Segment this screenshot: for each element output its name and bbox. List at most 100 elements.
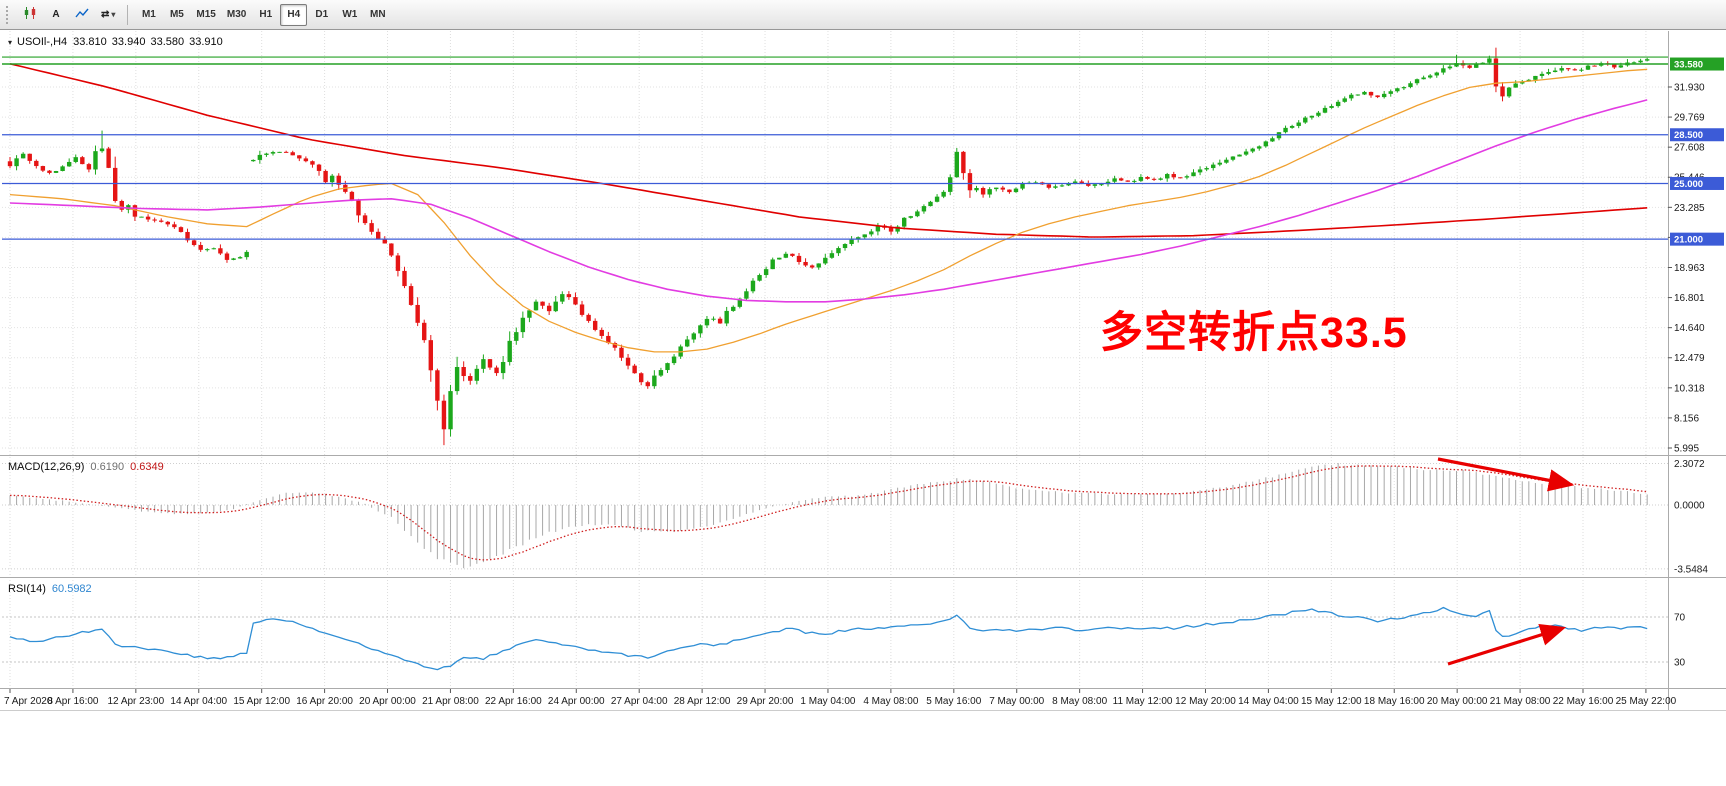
svg-text:16 Apr 20:00: 16 Apr 20:00 [296,696,353,707]
chart-header: ▾ USOIl-,H4 33.810 33.940 33.580 33.910 [8,36,223,48]
svg-text:8 May 08:00: 8 May 08:00 [1052,696,1107,707]
svg-text:70: 70 [1674,613,1686,624]
candlesticks [7,47,1650,446]
rsi-value: 60.5982 [51,583,92,595]
timeframe-buttons: M1 M5 M15 M30 H1 H4 D1 W1 MN [135,3,391,26]
svg-text:14 May 04:00: 14 May 04:00 [1238,696,1299,707]
timeframe-button-m5[interactable]: M5 [163,4,190,26]
svg-text:25.000: 25.000 [1674,179,1703,190]
timeframe-button-d1[interactable]: D1 [308,4,335,26]
timeframe-button-m15[interactable]: M15 [191,4,220,26]
svg-text:21 Apr 08:00: 21 Apr 08:00 [422,696,479,707]
svg-text:18 May 16:00: 18 May 16:00 [1364,696,1425,707]
chevron-down-icon: ▾ [111,10,116,19]
svg-text:14.640: 14.640 [1674,323,1705,334]
close-value: 33.910 [189,36,223,48]
svg-text:31.930: 31.930 [1674,83,1705,94]
svg-text:29 Apr 20:00: 29 Apr 20:00 [737,696,794,707]
chart-annotation-text: 多空转折点33.5 [1100,309,1408,357]
price-tags: 33.580 28.500 25.000 21.000 [1670,57,1724,246]
toolbar-separator [127,4,129,25]
cycle-arrows-icon: ⇄ [101,9,110,20]
grid-lines [2,31,1668,688]
candlestick-chart-icon [23,6,37,23]
svg-text:22 May 16:00: 22 May 16:00 [1553,696,1614,707]
svg-text:4 May 08:00: 4 May 08:00 [863,696,918,707]
svg-text:8 Apr 16:00: 8 Apr 16:00 [47,696,99,707]
svg-text:12 May 20:00: 12 May 20:00 [1175,696,1236,707]
rsi-trend-arrow [1447,624,1567,666]
ohlc-values: 33.810 33.940 33.580 33.910 [73,36,223,48]
mac d-indicator-label: MACD(12,26,9) 0.6190 0.6349 [8,461,164,473]
svg-text:1 May 04:00: 1 May 04:00 [800,696,855,707]
timeframe-button-w1[interactable]: W1 [336,4,363,26]
long-ma-magenta [9,99,1648,303]
open-value: 33.810 [73,36,107,48]
svg-text:5.995: 5.995 [1674,443,1699,454]
trend-arrows [1437,457,1575,666]
low-value: 33.580 [150,36,185,48]
svg-text:20 Apr 00:00: 20 Apr 00:00 [359,696,416,707]
svg-text:18.963: 18.963 [1674,263,1705,274]
svg-text:20 May 00:00: 20 May 00:00 [1427,696,1488,707]
price-axis[interactable]: 31.93029.76927.60825.44623.28521.12418.9… [1668,83,1708,669]
timeframe-button-h1[interactable]: H1 [252,4,279,26]
price-tag [1670,232,1724,246]
horizontal-level-lines [2,56,1668,240]
timeframe-button-mn[interactable]: MN [364,4,391,26]
svg-text:15 May 12:00: 15 May 12:00 [1301,696,1362,707]
svg-text:29.769: 29.769 [1674,113,1705,124]
macd-trend-arrow [1437,457,1575,492]
svg-text:0.0000: 0.0000 [1674,501,1705,512]
svg-text:8.156: 8.156 [1674,413,1699,424]
moving-average-lines [9,63,1648,353]
symbol-period-label: USOIl-,H4 [17,36,68,48]
macd-main-value: 0.6190 [90,461,125,473]
svg-text:27 Apr 04:00: 27 Apr 04:00 [611,696,668,707]
medium-ma-orange [9,68,1648,353]
svg-text:27.608: 27.608 [1674,143,1705,154]
svg-text:14 Apr 04:00: 14 Apr 04:00 [170,696,227,707]
cycle-symbol-button[interactable]: ⇄ ▾ [96,4,120,26]
svg-text:12 Apr 23:00: 12 Apr 23:00 [107,696,164,707]
price-tag [1670,128,1724,142]
price-tag [1670,57,1724,71]
svg-text:21.000: 21.000 [1674,235,1703,246]
macd-pane [9,463,1648,569]
line-chart-icon [75,6,89,23]
slow-ma-red [9,63,1648,238]
svg-text:21 May 08:00: 21 May 08:00 [1490,696,1551,707]
ohlc-expand-icon[interactable]: ▾ [8,37,13,47]
macd-title: MACD(12,26,9) [8,461,85,473]
rsi-title: RSI(14) [8,583,46,595]
svg-text:28.500: 28.500 [1674,130,1703,141]
svg-text:15 Apr 12:00: 15 Apr 12:00 [233,696,290,707]
rsi-indicator-label: RSI(14) 60.5982 [8,583,92,595]
main-toolbar: A ⇄ ▾ M1 M5 M15 M30 H1 H4 D1 W1 MN [0,0,1726,30]
high-value: 33.940 [111,36,146,48]
timeframe-button-h4[interactable]: H4 [280,3,308,26]
svg-text:10.318: 10.318 [1674,383,1705,394]
line-chart-icon-button[interactable] [70,4,94,26]
pane-borders [0,31,1726,711]
svg-text:7 May 00:00: 7 May 00:00 [989,696,1044,707]
price-tag [1670,176,1724,190]
svg-text:33.580: 33.580 [1674,60,1703,71]
candlestick-chart-icon-button[interactable] [18,4,42,26]
timeframe-button-m30[interactable]: M30 [222,4,251,26]
svg-text:25 May 22:00: 25 May 22:00 [1616,696,1677,707]
rsi-line [9,606,1648,671]
svg-text:5 May 16:00: 5 May 16:00 [926,696,981,707]
svg-text:23.285: 23.285 [1674,203,1705,214]
svg-text:16.801: 16.801 [1674,293,1705,304]
rsi-pane [9,606,1648,671]
svg-text:12.479: 12.479 [1674,353,1705,364]
toolbar-grip[interactable] [6,5,12,24]
text-tool-button[interactable]: A [44,4,68,26]
svg-text:11 May 12:00: 11 May 12:00 [1113,696,1173,707]
svg-text:24 Apr 00:00: 24 Apr 00:00 [548,696,605,707]
svg-text:30: 30 [1674,658,1686,669]
timeframe-button-m1[interactable]: M1 [135,4,162,26]
